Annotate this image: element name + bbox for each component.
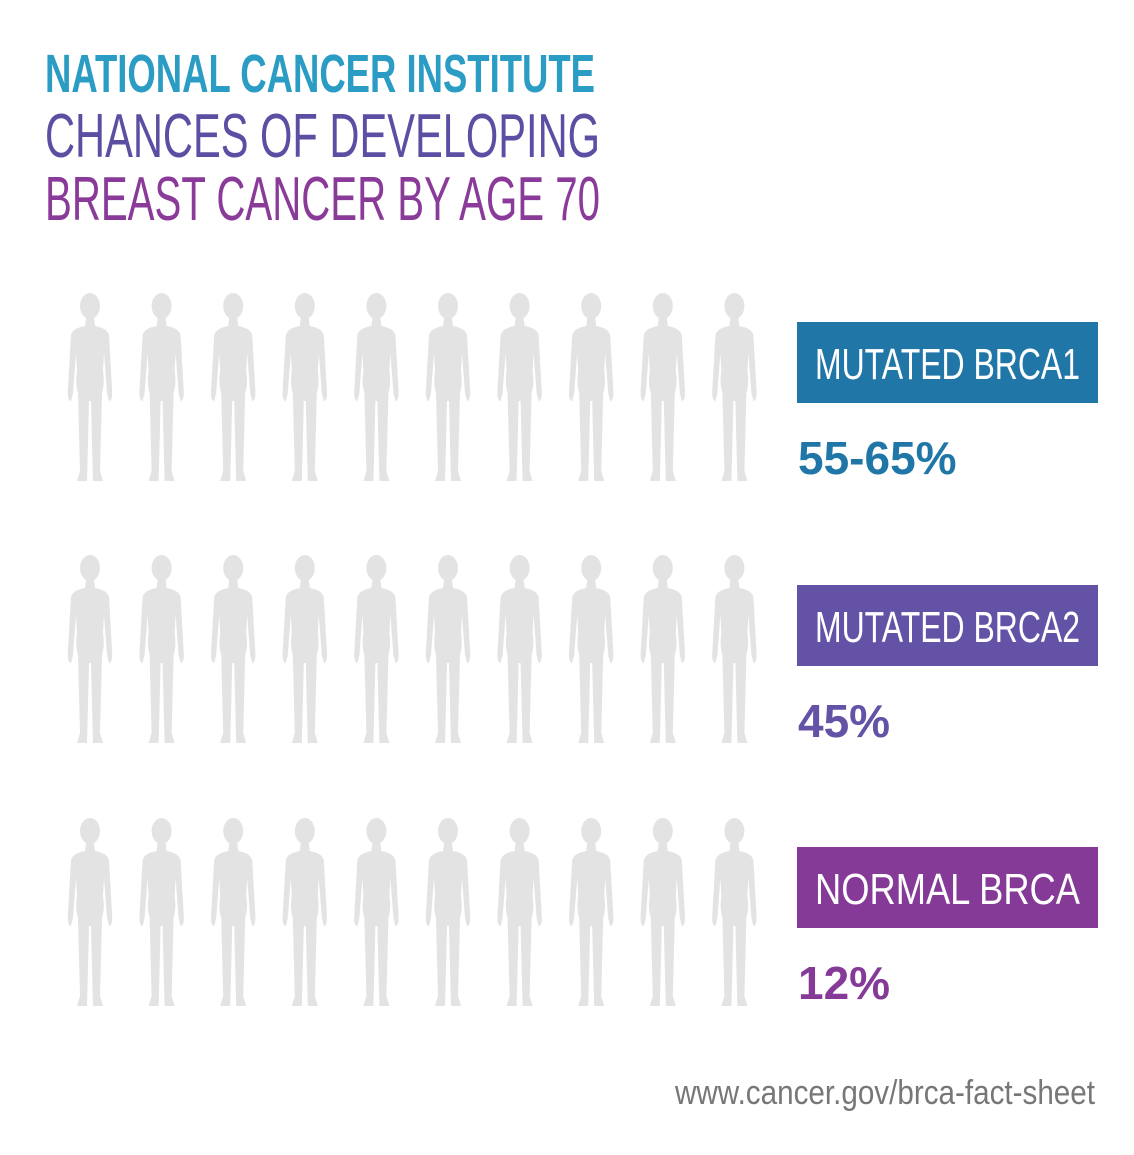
figure-empty	[211, 293, 256, 481]
figure-empty	[712, 555, 757, 743]
value-label: 45%	[798, 695, 890, 747]
category-label: NORMAL BRCA	[815, 865, 1081, 914]
figure-empty	[139, 818, 184, 1006]
figure-empty	[640, 293, 685, 481]
figure-empty	[139, 293, 184, 481]
figure-empty	[425, 818, 471, 1006]
figure-empty	[282, 293, 327, 481]
figure-empty	[425, 293, 471, 481]
subtitle: BREAST CANCER BY AGE 70	[45, 165, 600, 234]
figure-empty	[497, 293, 542, 481]
value-label: 55-65%	[798, 432, 957, 484]
figure-group	[67, 293, 471, 481]
figure-empty	[569, 818, 614, 1006]
figure-empty	[282, 818, 327, 1006]
figure-empty	[425, 555, 471, 743]
figure-empty	[497, 818, 542, 1006]
title: NATIONAL CANCER INSTITUTE	[45, 44, 595, 104]
figure-empty	[354, 555, 399, 743]
figure-empty	[67, 818, 113, 1006]
figure-empty	[139, 555, 184, 743]
figure-empty	[67, 293, 113, 481]
figure-empty	[211, 555, 256, 743]
source: www.cancer.gov/brca-fact-sheet	[674, 1074, 1095, 1112]
figure-empty	[640, 555, 685, 743]
figure-empty	[67, 555, 113, 743]
subtitle: CHANCES OF DEVELOPING	[45, 102, 600, 171]
label-box	[797, 322, 1098, 403]
label-box	[797, 585, 1098, 666]
figure-empty	[569, 293, 614, 481]
figure-empty	[211, 818, 256, 1006]
figure-empty	[712, 293, 757, 481]
figure-empty	[497, 555, 542, 743]
figure-empty	[282, 555, 327, 743]
figure-empty	[640, 818, 685, 1006]
figure-empty	[354, 818, 399, 1006]
value-label: 12%	[798, 957, 890, 1009]
label-box	[797, 847, 1098, 928]
figure-empty	[354, 293, 399, 481]
category-label: MUTATED BRCA2	[815, 603, 1080, 652]
figure-empty	[712, 818, 757, 1006]
category-label: MUTATED BRCA1	[815, 340, 1080, 389]
figure-empty	[569, 555, 614, 743]
